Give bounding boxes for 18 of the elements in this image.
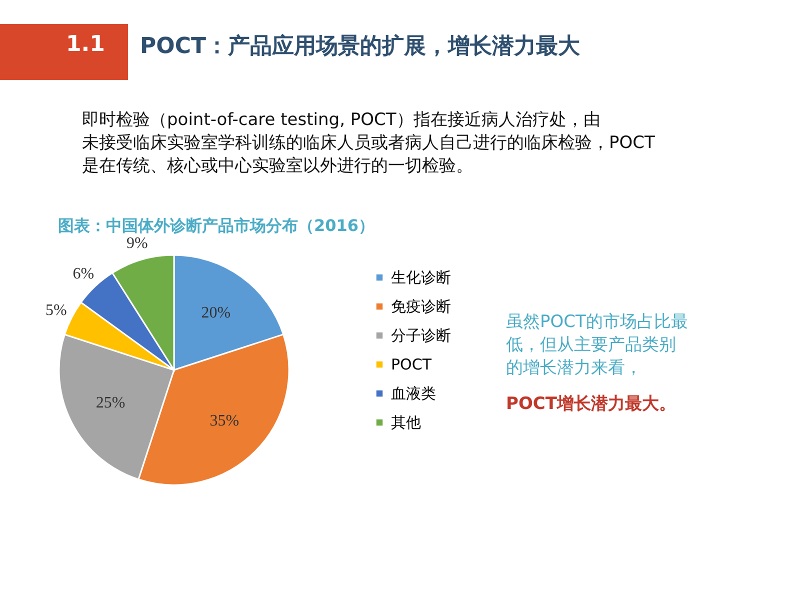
legend-label: 分子诊断 [391, 326, 451, 344]
chart-title: POCT：产品应用场景的扩展，增长潜力最大 [140, 33, 581, 59]
chart-subtitle: 即时检验（point-of-care testing, POCT）指在接近病人治疗处，由未接受临床实验室学科训练的临床人员或者病人自己进行的临床检验，POCT是在传统、核心或中心实验室以外进行的一切检验。 [82, 110, 656, 176]
text: POCT增长潜力最大。 [506, 394, 676, 414]
data-label: 9% [126, 235, 148, 252]
legend-label: 免疫诊断 [391, 298, 451, 316]
legend-label: 其他 [391, 414, 421, 432]
data-label: 6% [72, 266, 94, 283]
data-label: 35% [210, 412, 240, 430]
text: 1.1 [66, 32, 105, 57]
legend-label: 生化诊断 [391, 268, 451, 286]
text: 虽然POCT的市场占比最低，但从主要产品类别的增长潜力来看， [506, 312, 688, 378]
data-label: 5% [46, 302, 67, 319]
text: 图表：中国体外诊断产品市场分布（2016） [58, 216, 375, 235]
legend-label: 血液类 [391, 384, 436, 402]
legend-label: POCT [391, 356, 432, 374]
data-label: 25% [96, 394, 126, 412]
data-label: 20% [201, 304, 231, 322]
